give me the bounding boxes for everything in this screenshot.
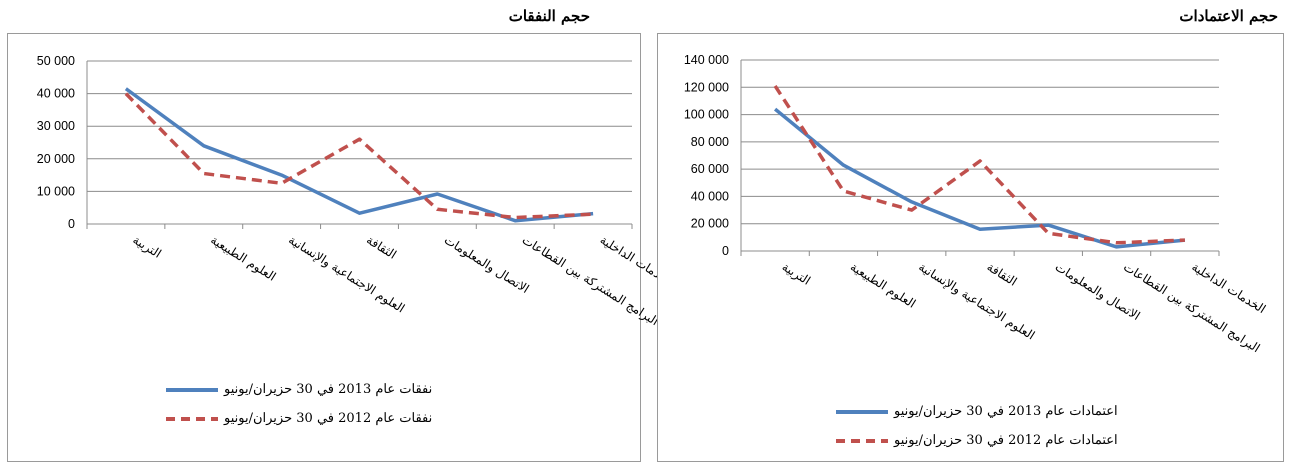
right-panel-title: حجم الاعتمادات [1179, 7, 1278, 25]
legend-item-expenditures-2013: نفقات عام 2013 في 30 حزيران/يونيو [166, 382, 432, 397]
appropriations-legend: اعتمادات عام 2013 في 30 حزيران/يونيو اعت… [836, 404, 1118, 462]
y-tick-label: 140 000 [684, 53, 729, 67]
y-tick-label: 10 000 [37, 184, 75, 198]
solid-line-swatch [166, 387, 218, 392]
legend-item-expenditures-2012: نفقات عام 2012 في 30 حزيران/يونيو [166, 411, 432, 426]
legend-item-appropriations-2012: اعتمادات عام 2012 في 30 حزيران/يونيو [836, 433, 1118, 448]
y-tick-label: 20 000 [691, 217, 729, 231]
category-label: التربية [130, 233, 163, 261]
y-tick-label: 30 000 [37, 119, 75, 133]
category-label: التربية [780, 260, 813, 288]
series-line-2012 [124, 92, 594, 220]
legend-item-appropriations-2013: اعتمادات عام 2013 في 30 حزيران/يونيو [836, 404, 1118, 419]
series-line-2012 [773, 84, 1185, 245]
appropriations-chart: 0 20 000 40 000 60 000 80 000 100 000 120 000 1… [657, 33, 1284, 462]
series-line-2013 [124, 87, 594, 223]
category-label: الثقافة [364, 233, 399, 262]
y-tick-label: 80 000 [691, 135, 729, 149]
y-tick-label: 60 000 [691, 162, 729, 176]
solid-line-swatch [836, 409, 888, 414]
category-label: العلوم الطبيعية [208, 233, 278, 284]
y-tick-label: 100 000 [684, 108, 729, 122]
y-tick-label: 20 000 [37, 152, 75, 166]
y-tick-label: 0 [68, 217, 75, 231]
legend-label: اعتمادات عام 2012 في 30 حزيران/يونيو [894, 433, 1118, 448]
category-label: العلوم الاجتماعية والإنسانية [916, 260, 1038, 344]
legend-label: اعتمادات عام 2013 في 30 حزيران/يونيو [894, 404, 1118, 419]
category-label: البرامج المشتركة بين القطاعات [1121, 260, 1262, 356]
legend-label: نفقات عام 2013 في 30 حزيران/يونيو [224, 382, 433, 397]
y-tick-label: 0 [722, 244, 729, 258]
y-tick-label: 40 000 [691, 189, 729, 203]
category-label: الثقافة [984, 260, 1019, 289]
dashed-line-swatch [836, 438, 888, 443]
dashed-line-swatch [166, 416, 218, 421]
category-label: الاتصال والمعلومات [442, 233, 532, 296]
y-tick-label: 120 000 [684, 80, 729, 94]
y-tick-label: 50 000 [37, 54, 75, 68]
expenditures-plot: 0 10 000 20 000 30 000 40 000 50 000 التربية ال… [37, 54, 677, 328]
legend-label: نفقات عام 2012 في 30 حزيران/يونيو [224, 411, 433, 426]
category-label: العلوم الطبيعية [848, 260, 918, 311]
series-line-2013 [773, 107, 1186, 249]
y-tick-label: 40 000 [37, 87, 75, 101]
left-panel-title: حجم النفقات [508, 7, 590, 25]
expenditures-legend: نفقات عام 2013 في 30 حزيران/يونيو نفقات … [166, 382, 432, 440]
expenditures-chart: 0 10 000 20 000 30 000 40 000 50 000 التربية ال… [7, 33, 677, 462]
category-label: البرامج المشتركة بين القطاعات [520, 233, 661, 329]
appropriations-plot: 0 20 000 40 000 60 000 80 000 100 000 120 000 1… [684, 53, 1268, 356]
